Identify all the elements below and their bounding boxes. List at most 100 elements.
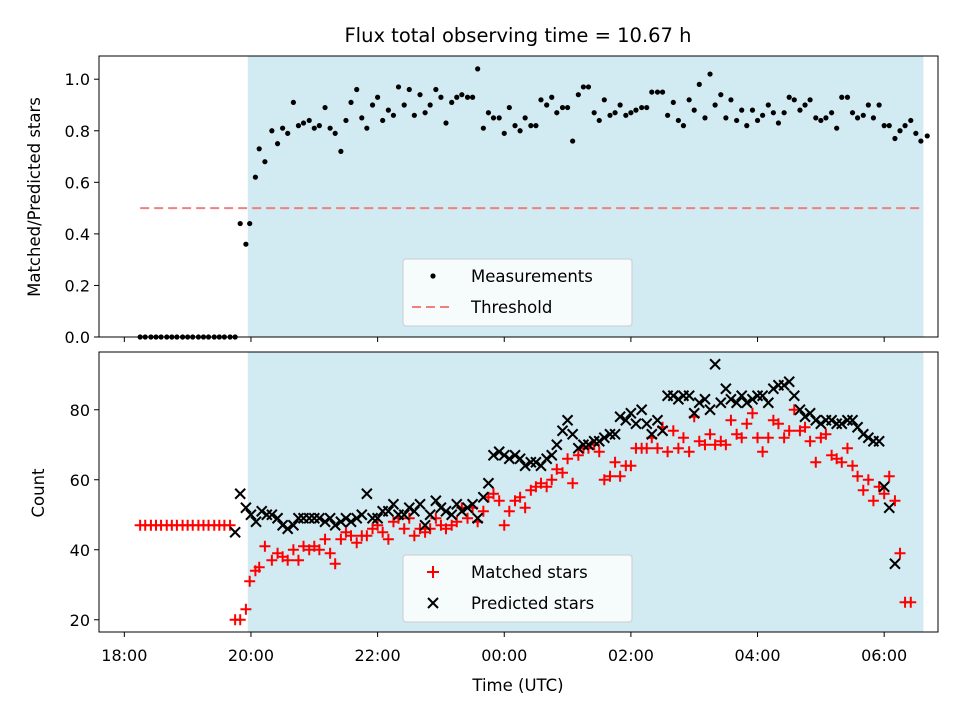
measurement-point (274, 141, 281, 147)
measurement-point (559, 104, 566, 111)
predicted-star-point (303, 512, 315, 524)
x-tick-label: 06:00 (861, 646, 907, 665)
matched-star-point (699, 439, 711, 451)
measurement-point (860, 112, 866, 118)
measurement-point (675, 117, 681, 124)
measurement-point (865, 102, 871, 108)
matched-star-point (810, 456, 822, 468)
matched-star-point (836, 456, 848, 468)
matched-star-point (625, 460, 637, 472)
matched-star-point (736, 432, 748, 444)
measurement-point (256, 146, 262, 152)
predicted-star-point (403, 502, 415, 514)
predicted-star-point (614, 411, 626, 423)
measurement-point (449, 99, 455, 106)
matched-star-point (562, 453, 574, 465)
matched-star-point (598, 474, 610, 486)
measurement-point (311, 125, 317, 131)
x-tick-label: 04:00 (734, 646, 780, 665)
measurement-point (775, 120, 782, 126)
predicted-star-point (271, 512, 284, 524)
predicted-star-point (815, 418, 827, 430)
measurement-point (262, 159, 268, 165)
measurement-point (549, 94, 555, 100)
predicted-star-point (551, 439, 563, 451)
ratio-y-ticks: 0.0 0.2 0.4 0.6 0.8 1.0 (65, 70, 99, 347)
measurement-point (306, 117, 312, 124)
predicted-star-point (625, 407, 637, 419)
measurement-point (791, 97, 797, 103)
legend-matched-label: Matched stars (471, 563, 588, 582)
predicted-star-point (250, 516, 262, 528)
matched-star-point (778, 432, 790, 444)
predicted-star-point (720, 383, 732, 395)
measurement-point (686, 97, 692, 103)
predicted-star-point (561, 414, 574, 426)
predicted-star-point (825, 414, 838, 426)
matched-star-point (662, 446, 674, 458)
matched-star-point (867, 495, 879, 507)
ratio-legend: Measurements Threshold (402, 258, 633, 327)
matched-star-point (319, 533, 331, 545)
predicted-star-point (540, 453, 553, 465)
count-y-axis-label: Count (29, 468, 48, 518)
y-tick-label: 0.2 (65, 276, 90, 295)
predicted-star-point (556, 425, 569, 437)
measurement-point (427, 102, 433, 108)
matched-star-point (557, 467, 569, 479)
measurement-point (554, 110, 560, 116)
matched-star-point (704, 428, 716, 440)
measurement-point (897, 128, 903, 134)
matched-star-point (725, 414, 737, 426)
predicted-star-point (725, 393, 737, 405)
matched-star-point (440, 523, 452, 535)
measurement-point (723, 115, 729, 121)
predicted-star-point (620, 414, 632, 426)
measurement-point (285, 130, 291, 136)
measurement-point (533, 123, 539, 129)
measurement-point (781, 110, 787, 116)
predicted-star-point (846, 414, 859, 426)
measurement-point (243, 241, 249, 247)
measurement-point (802, 102, 808, 108)
measurement-point (691, 107, 697, 113)
count-panel: 20 40 60 80 18:00 20:00 22:00 00:00 02:00 04:00 0… (29, 352, 939, 665)
x-tick-label: 22:00 (355, 646, 401, 665)
predicted-star-point (435, 502, 447, 514)
measurement-point (252, 174, 259, 180)
predicted-star-point (261, 509, 273, 521)
measurement-point (438, 94, 444, 100)
predicted-star-point (883, 502, 895, 514)
measurement-point (380, 117, 386, 124)
predicted-star-point (414, 498, 426, 510)
matched-star-point (894, 547, 906, 559)
predicted-star-point (456, 505, 468, 517)
measurement-point (628, 110, 634, 116)
measurement-point (639, 104, 645, 111)
matched-star-point (403, 512, 415, 524)
matched-star-point (746, 407, 758, 419)
measurement-point (854, 115, 861, 121)
predicted-star-point (345, 516, 357, 528)
predicted-star-point (466, 498, 479, 510)
predicted-star-point (646, 428, 658, 440)
measurement-point (839, 94, 845, 100)
measurement-point (734, 117, 740, 124)
measurement-point (644, 104, 650, 111)
measurement-point (749, 107, 756, 113)
count-legend: Matched stars Predicted stars (402, 554, 633, 623)
measurement-point (295, 123, 302, 129)
measurement-point (490, 115, 497, 121)
matched-star-point (546, 474, 558, 486)
matched-star-point (567, 477, 579, 489)
predicted-star-point (857, 428, 869, 440)
predicted-star-point (451, 498, 463, 510)
predicted-star-point (609, 428, 621, 440)
matched-star-point (541, 481, 553, 493)
predicted-star-point (361, 488, 373, 500)
matched-star-point (535, 477, 547, 489)
predicted-star-point (287, 519, 300, 531)
matched-star-point (462, 512, 474, 524)
matched-star-point (693, 435, 705, 447)
matched-star-point (862, 474, 874, 486)
